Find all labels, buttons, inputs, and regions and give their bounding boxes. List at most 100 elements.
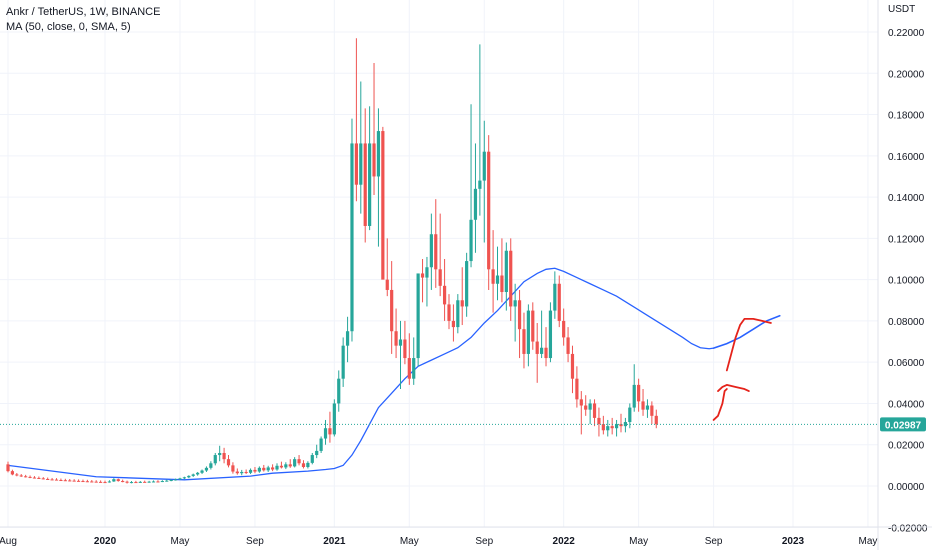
currency-unit: USDT [888,4,916,15]
candle [632,364,636,412]
candle [381,126,385,280]
candle [147,480,151,483]
candle-body [403,339,407,359]
candle [487,135,491,290]
candle-body [297,459,301,464]
candle-body [306,462,310,468]
candle-body [434,234,438,270]
candle [240,469,244,476]
candle-body [341,345,345,379]
candle-body [597,417,601,425]
candle [178,477,182,481]
candle [416,273,420,367]
candle-body [169,480,173,482]
candle [442,259,447,321]
candle-body [416,273,420,359]
price-axis[interactable]: -0.02000 0.00000 0.02000 0.04000 0.06000 0.08… [877,0,928,550]
candle [134,480,138,484]
candle-body [138,481,142,483]
candle [614,419,619,437]
candle [412,337,416,385]
candle [68,478,72,482]
candle-body [570,353,575,379]
candle-body [19,475,23,477]
candle-body [641,401,645,410]
time-axis[interactable]: Aug 2020 May Sep 2021 May Sep 2022 May Sep 2023 May [0,526,932,547]
candle-body [253,469,257,472]
candle-body [50,479,54,481]
candle-body [601,424,605,431]
candle [531,302,535,350]
candle-body [623,422,627,427]
candle-body [614,424,619,429]
candle-body [363,143,367,226]
candle [363,108,367,243]
candle-body [579,399,583,406]
candle-body [147,481,151,483]
user-drawings[interactable] [712,314,781,421]
candle [522,312,526,369]
candle-body [244,471,248,473]
candle-body [218,452,222,456]
candle [332,399,336,437]
candle [310,452,314,465]
candle-body [275,465,279,470]
candle-body [178,478,182,480]
candle [85,479,89,483]
ma-projection-drawing[interactable] [712,314,781,349]
candle [15,472,19,477]
candle [562,308,566,346]
candle [500,238,504,303]
symbol-title[interactable]: Ankr / TetherUS, 1W, BINANCE [6,6,161,18]
red-projection-stroke-2[interactable] [725,317,772,372]
candle-body [116,479,120,482]
candle [637,378,641,412]
candle [244,469,248,475]
candle [28,475,32,479]
candle-body [323,428,328,439]
candle-body [553,283,557,311]
candle-body [41,478,45,480]
candle-body [262,467,266,471]
candle [557,275,561,328]
candle [328,411,332,443]
candle [262,464,266,472]
candle [473,143,478,253]
candle-body [15,474,19,476]
candle-body [94,481,98,483]
indicator-title[interactable]: MA (50, close, 0, SMA, 5) [6,21,131,33]
candle [257,466,261,473]
candle-body [429,234,433,268]
candle-body [315,450,319,456]
candle [288,459,292,468]
candle [319,436,323,453]
candle-body [328,428,332,435]
red-projection-stroke-0[interactable] [712,388,728,421]
candle [54,478,59,481]
candle [81,479,85,483]
candle [376,108,381,247]
candle [623,417,627,433]
x-tick-label: 2023 [782,536,805,547]
candle-body [420,273,425,278]
candle [129,481,134,484]
candle-body [121,481,125,483]
candle [301,460,306,469]
candle [99,480,103,483]
candle [191,473,195,477]
candle-body [526,310,530,354]
candle-body [337,378,341,404]
candle [394,308,398,359]
candle [513,283,517,342]
candle [231,462,235,474]
candle-body [465,261,469,307]
candle [438,213,442,297]
candle [526,304,530,367]
red-projection-stroke-1[interactable] [717,383,750,392]
candle [460,267,464,326]
x-tick-label: Sep [246,536,264,547]
candle [6,461,10,473]
x-tick-label: 2021 [323,536,346,547]
candle-body [628,407,632,423]
